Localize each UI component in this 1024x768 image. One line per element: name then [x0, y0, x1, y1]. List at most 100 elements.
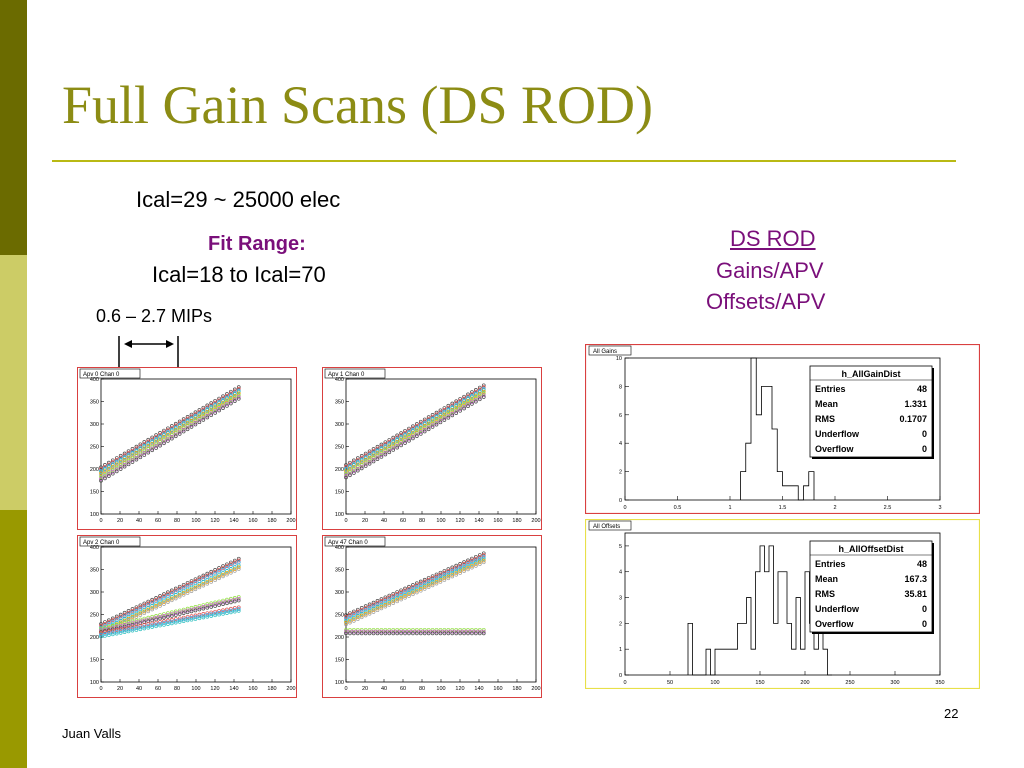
data-point	[154, 604, 158, 608]
data-point	[138, 619, 143, 624]
data-point	[446, 412, 451, 416]
data-point	[458, 401, 462, 406]
data-point	[205, 604, 210, 608]
data-point	[130, 615, 135, 619]
data-point	[181, 611, 186, 616]
data-point	[114, 620, 119, 625]
data-point	[103, 474, 107, 479]
data-point	[150, 599, 155, 604]
x-tick-label: 180	[267, 686, 276, 692]
data-point	[375, 457, 380, 461]
data-point	[146, 447, 151, 451]
data-point	[150, 604, 155, 608]
data-point	[154, 622, 158, 627]
data-point	[142, 440, 147, 444]
data-point	[177, 594, 182, 599]
data-point	[474, 627, 478, 632]
data-point	[107, 465, 111, 469]
data-point	[142, 605, 147, 609]
data-point	[391, 444, 396, 449]
data-point	[114, 462, 119, 467]
data-point	[426, 415, 431, 420]
data-point	[352, 458, 356, 463]
x-tick-label: 1.5	[779, 505, 787, 511]
data-point	[217, 396, 221, 401]
data-point	[477, 556, 482, 561]
data-point	[232, 606, 237, 610]
data-point	[205, 403, 210, 408]
data-point	[391, 627, 396, 632]
data-point	[236, 396, 241, 401]
data-point	[375, 599, 380, 603]
x-tick-label: 160	[248, 518, 257, 524]
data-point	[114, 464, 119, 468]
data-point	[442, 569, 447, 573]
y-tick-label: 6	[619, 413, 622, 419]
data-point	[185, 589, 190, 594]
data-point	[193, 587, 198, 592]
data-point	[213, 613, 217, 618]
data-point	[166, 614, 170, 619]
data-point	[450, 565, 455, 570]
data-point	[430, 583, 435, 588]
data-point	[189, 579, 194, 583]
panel-title: All Offsets	[593, 524, 620, 530]
data-point	[138, 605, 143, 609]
data-point	[229, 596, 233, 601]
data-point	[430, 627, 435, 632]
data-point	[217, 567, 221, 572]
data-point	[470, 558, 474, 563]
data-point	[181, 617, 186, 622]
stats-label: Underflow	[815, 429, 860, 439]
data-point	[189, 617, 194, 622]
x-tick-label: 0	[344, 518, 347, 524]
data-point	[458, 407, 462, 411]
data-point	[411, 432, 415, 437]
data-point	[352, 471, 356, 475]
data-point	[217, 405, 221, 409]
y-tick-label: 150	[90, 658, 99, 664]
data-point	[446, 574, 451, 579]
data-point	[367, 606, 372, 610]
data-point	[126, 609, 131, 613]
data-point	[197, 581, 202, 586]
data-point	[474, 399, 478, 404]
data-point	[359, 453, 364, 458]
ds-rod-title[interactable]: DS ROD	[730, 226, 816, 251]
x-tick-label: 140	[474, 686, 483, 692]
stats-value: 167.3	[904, 574, 927, 584]
data-point	[134, 622, 139, 626]
panel-title-box	[79, 368, 141, 379]
data-point	[454, 409, 459, 414]
data-point	[446, 570, 451, 575]
data-point	[122, 456, 127, 460]
data-point	[225, 392, 229, 396]
data-point	[454, 565, 459, 570]
data-point	[166, 437, 170, 441]
data-point	[395, 443, 400, 448]
data-point	[154, 597, 158, 602]
data-point	[474, 554, 478, 559]
data-point	[232, 595, 237, 600]
data-point	[177, 428, 182, 433]
data-point	[134, 628, 139, 632]
data-point	[344, 618, 348, 623]
data-point	[138, 442, 143, 447]
data-point	[158, 614, 162, 619]
data-point	[197, 575, 202, 580]
data-point	[367, 460, 372, 464]
stats-value: 0	[922, 604, 927, 614]
data-point	[359, 613, 364, 618]
data-point	[236, 563, 241, 568]
data-point	[169, 428, 174, 433]
data-point	[103, 620, 107, 624]
data-point	[201, 606, 206, 611]
data-point	[422, 585, 427, 589]
data-point	[229, 606, 233, 611]
data-point	[122, 614, 127, 619]
data-point	[430, 581, 435, 586]
data-point	[399, 631, 403, 636]
y-tick-label: 1	[619, 647, 622, 653]
data-point	[411, 629, 415, 634]
data-point	[422, 629, 427, 634]
